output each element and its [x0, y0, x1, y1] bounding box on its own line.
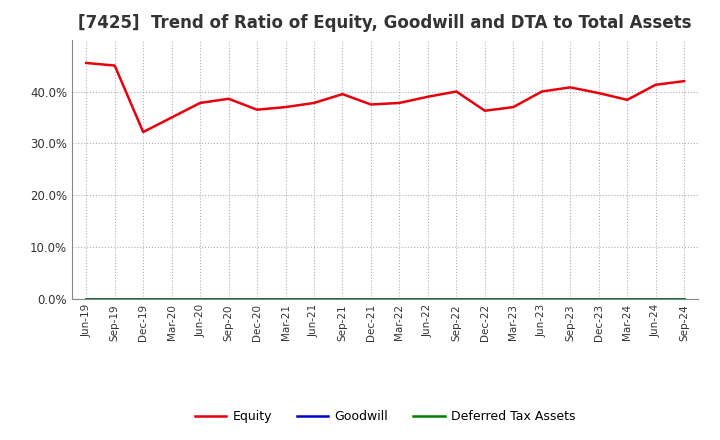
Deferred Tax Assets — [509, 297, 518, 302]
Deferred Tax Assets — [82, 297, 91, 302]
Equity — [680, 78, 688, 84]
Deferred Tax Assets — [282, 297, 290, 302]
Deferred Tax Assets — [623, 297, 631, 302]
Equity — [253, 107, 261, 112]
Goodwill — [110, 297, 119, 302]
Deferred Tax Assets — [480, 297, 489, 302]
Goodwill — [566, 297, 575, 302]
Equity — [423, 94, 432, 99]
Deferred Tax Assets — [139, 297, 148, 302]
Deferred Tax Assets — [423, 297, 432, 302]
Equity — [310, 100, 318, 106]
Equity — [366, 102, 375, 107]
Equity — [480, 108, 489, 114]
Goodwill — [480, 297, 489, 302]
Goodwill — [452, 297, 461, 302]
Deferred Tax Assets — [310, 297, 318, 302]
Deferred Tax Assets — [395, 297, 404, 302]
Deferred Tax Assets — [452, 297, 461, 302]
Deferred Tax Assets — [225, 297, 233, 302]
Equity — [167, 115, 176, 120]
Deferred Tax Assets — [566, 297, 575, 302]
Goodwill — [680, 297, 688, 302]
Deferred Tax Assets — [652, 297, 660, 302]
Equity — [395, 100, 404, 106]
Goodwill — [82, 297, 91, 302]
Goodwill — [338, 297, 347, 302]
Equity — [282, 104, 290, 110]
Deferred Tax Assets — [537, 297, 546, 302]
Goodwill — [225, 297, 233, 302]
Goodwill — [423, 297, 432, 302]
Equity — [139, 129, 148, 135]
Goodwill — [395, 297, 404, 302]
Title: [7425]  Trend of Ratio of Equity, Goodwill and DTA to Total Assets: [7425] Trend of Ratio of Equity, Goodwil… — [78, 15, 692, 33]
Equity — [509, 104, 518, 110]
Goodwill — [167, 297, 176, 302]
Equity — [566, 85, 575, 90]
Deferred Tax Assets — [167, 297, 176, 302]
Goodwill — [310, 297, 318, 302]
Goodwill — [652, 297, 660, 302]
Equity — [196, 100, 204, 106]
Equity — [595, 91, 603, 96]
Equity — [338, 92, 347, 97]
Goodwill — [366, 297, 375, 302]
Line: Equity: Equity — [86, 63, 684, 132]
Goodwill — [253, 297, 261, 302]
Deferred Tax Assets — [680, 297, 688, 302]
Equity — [537, 89, 546, 94]
Equity — [82, 60, 91, 66]
Equity — [452, 89, 461, 94]
Goodwill — [196, 297, 204, 302]
Equity — [225, 96, 233, 102]
Goodwill — [623, 297, 631, 302]
Deferred Tax Assets — [338, 297, 347, 302]
Goodwill — [509, 297, 518, 302]
Deferred Tax Assets — [595, 297, 603, 302]
Goodwill — [595, 297, 603, 302]
Deferred Tax Assets — [110, 297, 119, 302]
Goodwill — [139, 297, 148, 302]
Equity — [110, 63, 119, 68]
Deferred Tax Assets — [196, 297, 204, 302]
Deferred Tax Assets — [253, 297, 261, 302]
Equity — [652, 82, 660, 88]
Goodwill — [537, 297, 546, 302]
Goodwill — [282, 297, 290, 302]
Deferred Tax Assets — [366, 297, 375, 302]
Equity — [623, 97, 631, 103]
Legend: Equity, Goodwill, Deferred Tax Assets: Equity, Goodwill, Deferred Tax Assets — [190, 405, 580, 428]
